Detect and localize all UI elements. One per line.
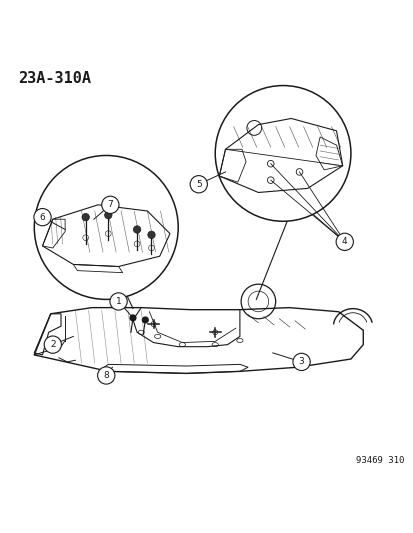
Circle shape: [110, 293, 127, 310]
Circle shape: [335, 233, 353, 251]
Text: 6: 6: [40, 213, 45, 222]
Circle shape: [133, 226, 140, 233]
Circle shape: [34, 208, 51, 226]
Text: 7: 7: [107, 200, 113, 209]
Circle shape: [147, 231, 155, 239]
Circle shape: [130, 315, 135, 321]
Circle shape: [97, 367, 115, 384]
Text: 3: 3: [298, 358, 304, 366]
Circle shape: [190, 175, 207, 193]
Text: 1: 1: [115, 297, 121, 306]
Circle shape: [215, 86, 350, 221]
Text: 5: 5: [195, 180, 201, 189]
Circle shape: [292, 353, 309, 370]
Circle shape: [102, 196, 119, 213]
Circle shape: [82, 213, 89, 221]
Circle shape: [104, 212, 112, 219]
Circle shape: [142, 317, 148, 323]
Text: 8: 8: [103, 371, 109, 380]
Text: 93469 310: 93469 310: [355, 456, 404, 465]
Text: 4: 4: [341, 237, 347, 246]
Text: 2: 2: [50, 340, 55, 349]
Circle shape: [34, 156, 178, 300]
Text: 23A-310A: 23A-310A: [18, 71, 90, 86]
Circle shape: [44, 336, 61, 353]
